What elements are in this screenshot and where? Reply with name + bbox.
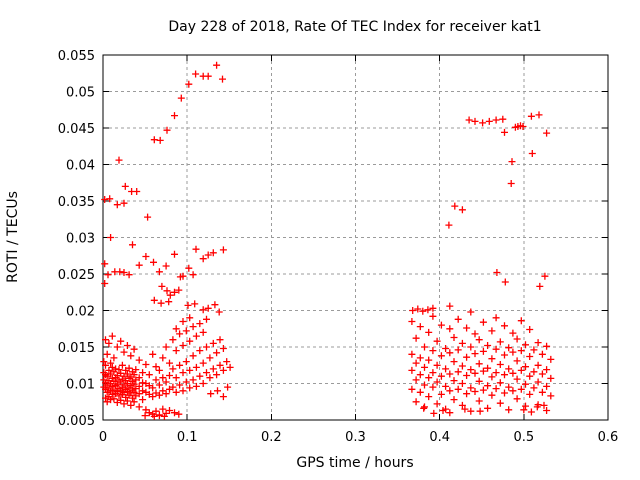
data-points <box>100 61 555 420</box>
x-tick-label: 0.5 <box>513 430 534 445</box>
x-tick-label: 0.4 <box>429 430 450 445</box>
y-tick-label: 0.04 <box>66 159 95 174</box>
axis-ticks <box>102 54 609 421</box>
y-tick-label: 0.005 <box>58 414 95 429</box>
y-tick-label: 0.035 <box>58 195 95 210</box>
chart-title: Day 228 of 2018, Rate Of TEC Index for r… <box>168 19 541 35</box>
y-axis-label: ROTI / TECUs <box>5 191 21 283</box>
y-tick-label: 0.03 <box>66 232 95 247</box>
x-tick-label: 0.3 <box>345 430 366 445</box>
y-tick-label: 0.05 <box>66 86 95 101</box>
y-tick-label: 0.045 <box>58 122 95 137</box>
y-tick-label: 0.02 <box>66 305 95 320</box>
x-axis-label: GPS time / hours <box>296 455 413 471</box>
y-tick-label: 0.055 <box>58 49 95 64</box>
scatter-plus-markers <box>100 61 555 420</box>
x-tick-label: 0.1 <box>177 430 198 445</box>
gridlines <box>103 55 608 420</box>
x-tick-label: 0 <box>99 430 107 445</box>
axis-tick-labels: 0 0.1 0.2 0.3 0.4 0.5 0.6 0.005 0.01 0.015 0.02 0.0… <box>58 49 619 445</box>
y-tick-label: 0.01 <box>66 378 95 393</box>
y-tick-label: 0.025 <box>58 268 95 283</box>
x-tick-label: 0.2 <box>261 430 282 445</box>
y-tick-label: 0.015 <box>58 341 95 356</box>
x-tick-label: 0.6 <box>598 430 619 445</box>
